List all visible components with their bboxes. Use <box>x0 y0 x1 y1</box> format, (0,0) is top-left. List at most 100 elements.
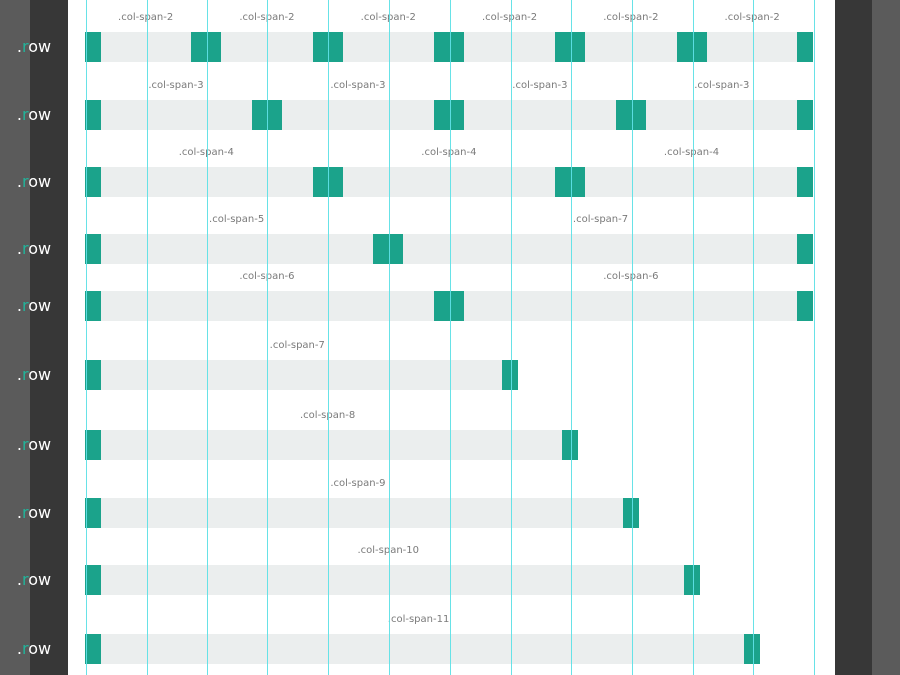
gutter-block <box>85 32 101 62</box>
row-label-accent: r <box>21 239 29 258</box>
span-label: .col-span-4 <box>421 147 477 158</box>
gutter-block <box>85 291 101 321</box>
span-label: .col-span-6 <box>239 271 295 282</box>
grid-canvas: .col-span-2 .col-span-2 .col-span-2 .col-sp… <box>68 0 835 675</box>
grid-row <box>85 167 813 197</box>
row-label: .row <box>0 365 68 385</box>
row-label: .row <box>0 639 68 659</box>
right-outer-margin <box>872 0 900 675</box>
row-label: .row <box>0 503 68 523</box>
row-label-prefix: . <box>16 37 22 56</box>
span-label: .col-span-3 <box>330 80 386 91</box>
span-label: .col-span-4 <box>663 147 720 158</box>
row-label-prefix: . <box>16 296 22 315</box>
gutter-block <box>796 167 813 197</box>
row-label-suffix: ow <box>28 570 52 589</box>
grid-row <box>85 234 813 264</box>
grid-row <box>85 100 813 130</box>
gutter-block <box>796 100 813 130</box>
gutter-block <box>683 565 700 595</box>
gutter-block <box>622 498 639 528</box>
span-label: .col-span-3 <box>148 80 204 91</box>
gutter-block <box>562 430 579 460</box>
row-label-prefix: . <box>16 639 22 658</box>
row-label-suffix: ow <box>28 435 52 454</box>
grid-row <box>85 565 700 595</box>
row-label-suffix: ow <box>28 296 52 315</box>
row-label-prefix: . <box>16 365 22 384</box>
row-label-suffix: ow <box>28 105 52 124</box>
span-label: .col-span-11 <box>387 614 450 625</box>
gutter-block <box>251 100 282 130</box>
span-label: .col-span-5 <box>209 214 265 225</box>
span-label: .col-span-9 <box>330 478 386 489</box>
row-label-accent: r <box>21 172 29 191</box>
gutter-block <box>676 32 707 62</box>
grid-row <box>85 360 518 390</box>
gutter-block <box>433 291 464 321</box>
column-guide-line <box>813 0 815 675</box>
row-label-accent: r <box>21 639 29 658</box>
row-label-accent: r <box>21 105 29 124</box>
gutter-block <box>312 167 343 197</box>
row-label: .row <box>0 172 68 192</box>
gutter-block <box>501 360 518 390</box>
gutter-block <box>615 100 646 130</box>
row-label-prefix: . <box>16 239 22 258</box>
gutter-block <box>796 32 813 62</box>
row-label-accent: r <box>21 570 29 589</box>
gutter-block <box>796 291 813 321</box>
gutter-block <box>312 32 343 62</box>
row-label-suffix: ow <box>28 503 52 522</box>
right-panel <box>835 0 872 675</box>
gutter-block <box>85 167 101 197</box>
gutter-block <box>85 234 101 264</box>
gutter-block <box>85 100 101 130</box>
row-label: .row <box>0 435 68 455</box>
gutter-block <box>85 634 101 664</box>
gutter-block <box>85 565 101 595</box>
row-label-accent: r <box>21 296 29 315</box>
row-label-prefix: . <box>16 435 22 454</box>
row-label-prefix: . <box>16 105 22 124</box>
left-outer-margin <box>0 0 30 675</box>
row-label: .row <box>0 37 68 57</box>
gutter-block <box>85 360 101 390</box>
grid-row <box>85 634 761 664</box>
row-label-suffix: ow <box>28 365 52 384</box>
gutter-block <box>191 32 222 62</box>
grid-row <box>85 291 813 321</box>
span-label: .col-span-7 <box>572 214 629 225</box>
grid-row <box>85 498 639 528</box>
row-label-suffix: ow <box>28 239 52 258</box>
span-label: .col-span-2 <box>360 12 416 23</box>
grid-row <box>85 32 813 62</box>
row-label-accent: r <box>21 365 29 384</box>
span-label: .col-span-8 <box>300 410 356 421</box>
span-label: .col-span-10 <box>357 545 420 556</box>
span-label: .col-span-2 <box>239 12 295 23</box>
row-label-suffix: ow <box>28 37 52 56</box>
span-label: .col-span-2 <box>481 12 538 23</box>
span-label: .col-span-6 <box>603 271 659 282</box>
gutter-block <box>555 167 586 197</box>
row-label: .row <box>0 105 68 125</box>
grid-row <box>85 430 579 460</box>
row-label-prefix: . <box>16 570 22 589</box>
span-label: .col-span-3 <box>694 80 750 91</box>
span-label: .col-span-4 <box>178 147 234 158</box>
gutter-block <box>744 634 761 664</box>
row-label-prefix: . <box>16 172 22 191</box>
span-label: .col-span-2 <box>724 12 780 23</box>
gutter-block <box>85 430 101 460</box>
span-label: .col-span-2 <box>118 12 174 23</box>
gutter-block <box>796 234 813 264</box>
gutter-block <box>373 234 404 264</box>
row-label-prefix: . <box>16 503 22 522</box>
row-label-accent: r <box>21 435 29 454</box>
row-label-accent: r <box>21 503 29 522</box>
row-label-suffix: ow <box>28 639 52 658</box>
row-label-suffix: ow <box>28 172 52 191</box>
row-label: .row <box>0 239 68 259</box>
span-label: .col-span-3 <box>512 80 568 91</box>
